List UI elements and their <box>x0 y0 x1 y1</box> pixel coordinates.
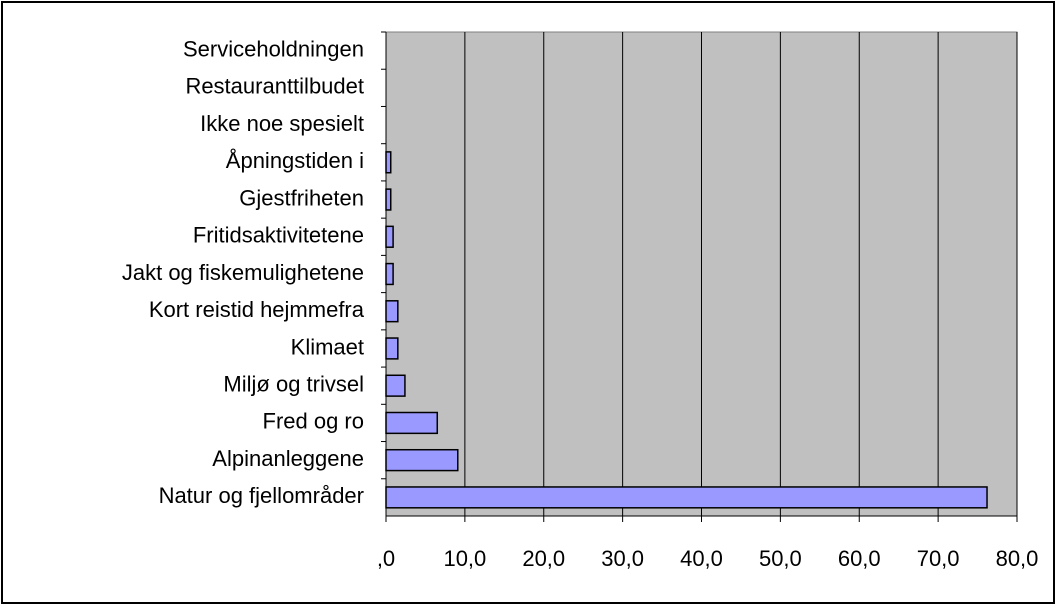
y-tick-label: Natur og fjellområder <box>159 483 364 508</box>
y-tick-label: Alpinanleggene <box>212 446 364 471</box>
x-tick-label: 50,0 <box>759 546 802 571</box>
y-tick-label: Åpningstiden i <box>226 148 364 173</box>
y-tick-label: Fred og ro <box>263 409 365 434</box>
x-tick-label: 40,0 <box>680 546 723 571</box>
y-tick-label: Jakt og fiskemulighetene <box>122 260 364 285</box>
x-tick-label: 80,0 <box>996 546 1039 571</box>
bar <box>385 337 399 360</box>
y-tick-label: Kort reistid hejmmefra <box>149 297 365 322</box>
y-tick-label: Miljø og trivsel <box>223 372 364 397</box>
bar <box>385 188 392 211</box>
x-tick-label: 70,0 <box>917 546 960 571</box>
bar <box>385 225 394 248</box>
x-tick-label: 30,0 <box>601 546 644 571</box>
bar <box>385 448 459 472</box>
y-tick-label: Restauranttilbudet <box>185 74 364 99</box>
x-tick-label: 20,0 <box>522 546 565 571</box>
x-tick-label: 60,0 <box>838 546 881 571</box>
y-tick-label: Fritidsaktivitetene <box>193 223 364 248</box>
y-tick-label: Klimaet <box>291 334 364 359</box>
bar <box>385 411 439 435</box>
x-tick-label: ,0 <box>377 546 395 571</box>
bar <box>385 374 406 397</box>
bar <box>385 300 399 323</box>
bar <box>385 262 394 286</box>
y-tick-label: Gjestfriheten <box>239 185 364 210</box>
y-tick-label: Ikke noe spesielt <box>200 111 364 136</box>
y-tick-label: Serviceholdningen <box>183 36 364 61</box>
bar <box>385 486 988 509</box>
bar <box>385 151 392 174</box>
x-tick-label: 10,0 <box>443 546 486 571</box>
